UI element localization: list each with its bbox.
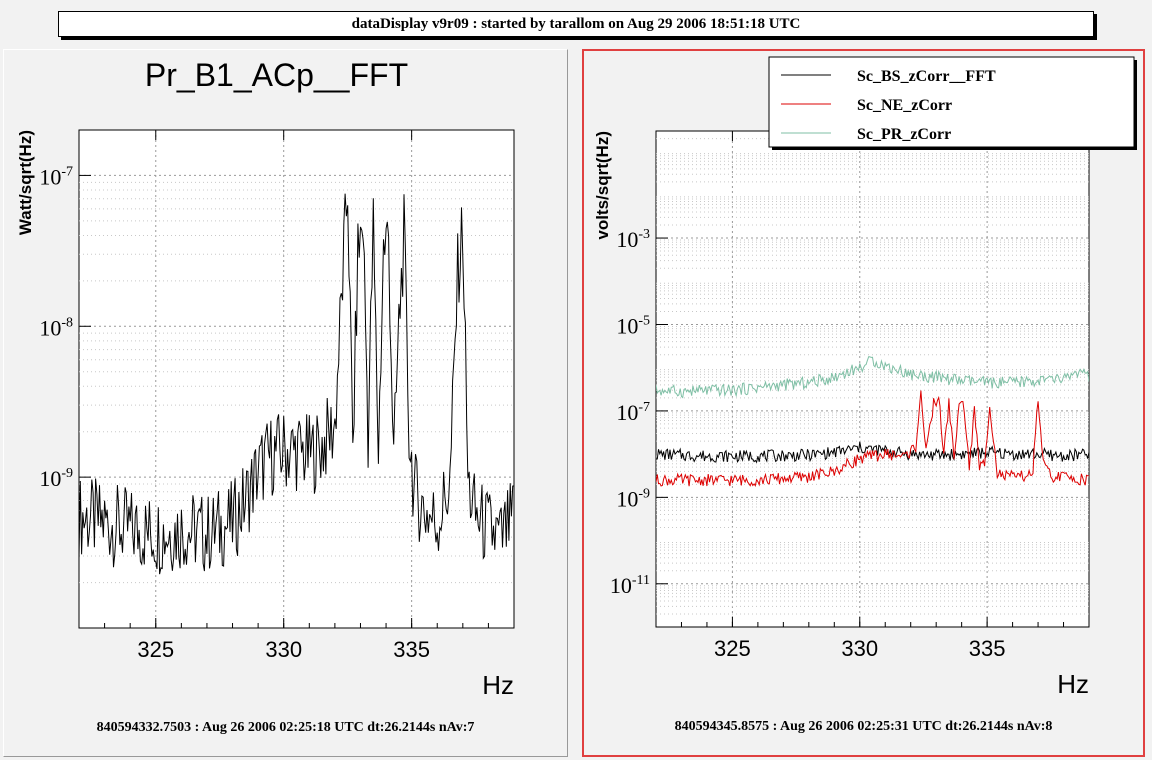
right-footer: 840594345.8575 : Aug 26 2006 02:25:31 UT… [674,719,1053,734]
x-tick-label: 335 [393,637,430,662]
series-line-0 [79,193,514,575]
y-tick-mantissa: 10 [39,466,61,491]
x-tick-label: 325 [137,637,174,662]
grid [79,130,514,628]
series-line-2 [656,356,1089,399]
x-tick-label: 325 [714,636,751,661]
display-title: dataDisplay v9r09 : started by tarallom … [58,11,1094,37]
y-tick-label: 10-3 [616,227,650,252]
y-tick-label: 10-7 [39,164,73,189]
y-tick-exponent: -9 [638,486,650,501]
series-line-1 [656,390,1089,487]
y-axis-label: Watt/sqrt(Hz) [16,130,35,235]
right-chart: 325 330 33510-1110-910-710-510-3Hzvolts/sq… [593,56,1137,699]
x-tick-label: 330 [265,637,302,662]
y-tick-mantissa: 10 [616,313,638,338]
right-plot-pad[interactable]: 325 330 335 10-11 10-9 10-7 10-5 10-3 Hz volts/sq… [582,49,1145,757]
x-axis-label: Hz [1057,669,1089,699]
left-footer: 840594332.7503 : Aug 26 2006 02:25:18 UT… [96,720,475,735]
y-tick-mantissa: 10 [616,400,638,425]
x-axis-label: Hz [482,670,514,700]
y-tick-label: 10-8 [39,315,73,340]
y-tick-label: 10-11 [610,573,650,598]
y-axis-label: volts/sqrt(Hz) [593,131,612,240]
grid [656,131,1089,627]
y-tick-label: 10-7 [616,400,650,425]
y-tick-exponent: -7 [638,400,650,415]
left-chart: 325 330 33510-910-810-7HzWatt/sqrt(Hz)Pr_B… [16,57,515,700]
y-tick-mantissa: 10 [39,315,61,340]
y-tick-exponent: -5 [638,313,650,328]
y-tick-label: 10-5 [616,313,650,338]
legend-box [768,56,1135,148]
legend-label-0: Sc_BS_zCorr__FFT [857,68,996,85]
y-tick-exponent: -9 [61,466,73,481]
y-tick-exponent: -7 [61,164,73,179]
y-tick-mantissa: 10 [39,164,61,189]
plot-frame [655,130,1090,628]
x-tick-label: 335 [969,636,1006,661]
legend-label-1: Sc_NE_zCorr [857,97,952,114]
y-tick-exponent: -8 [61,315,73,330]
y-tick-exponent: -11 [632,573,650,588]
y-tick-label: 10-9 [616,486,650,511]
y-tick-mantissa: 10 [610,573,632,598]
legend-label-2: Sc_PR_zCorr [857,126,951,143]
x-tick-label: 330 [841,636,878,661]
y-tick-exponent: -3 [638,227,650,242]
y-tick-mantissa: 10 [616,227,638,252]
chart-title: Pr_B1_ACp__FFT [145,57,408,93]
left-plot-pad[interactable]: 325 330 335 10-9 10-8 10-7 Hz Watt/sqrt(Hz) Pr_B… [3,49,568,757]
y-tick-mantissa: 10 [616,486,638,511]
y-tick-label: 10-9 [39,466,73,491]
